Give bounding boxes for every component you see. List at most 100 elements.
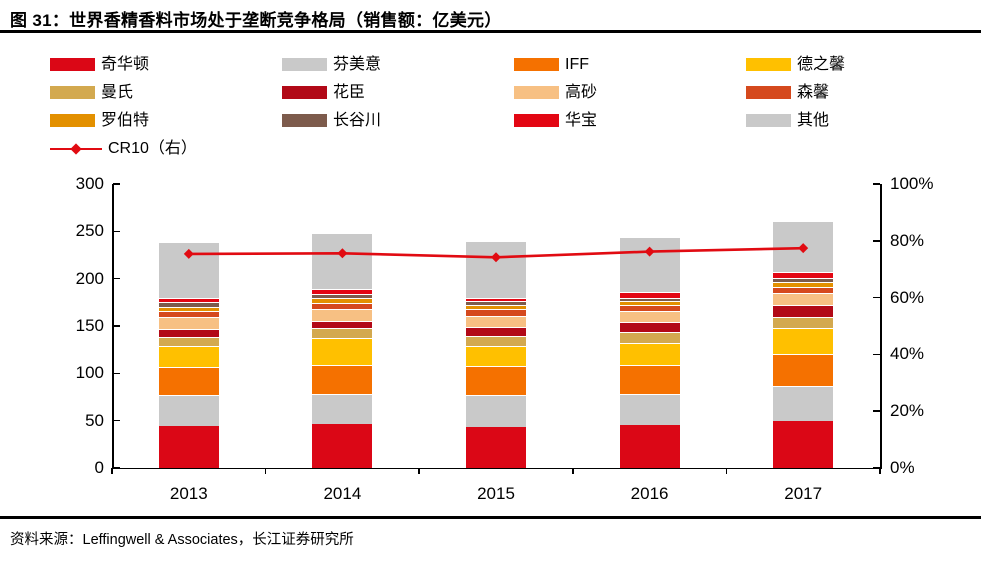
bar-segment-2 bbox=[312, 364, 373, 394]
legend-label: IFF bbox=[565, 56, 589, 73]
bar-segment-11 bbox=[466, 240, 526, 299]
legend-label: 曼氏 bbox=[101, 84, 134, 101]
y-tick-left bbox=[113, 277, 120, 280]
x-tick bbox=[572, 468, 574, 474]
bar-segment-3 bbox=[773, 328, 834, 355]
x-tick bbox=[879, 468, 881, 474]
x-tick bbox=[418, 468, 420, 474]
bar-segment-4 bbox=[158, 337, 219, 347]
bar-segment-2 bbox=[158, 366, 219, 395]
legend-swatch bbox=[746, 58, 791, 71]
bar-segment-0 bbox=[466, 426, 526, 468]
bar-segment-6 bbox=[773, 293, 834, 305]
bar-segment-3 bbox=[466, 346, 526, 367]
x-axis bbox=[112, 467, 882, 470]
legend-item-10: 华宝 bbox=[514, 111, 746, 130]
bar-segment-9 bbox=[466, 301, 526, 306]
y-tick-left bbox=[113, 230, 120, 233]
bar-segment-8 bbox=[619, 301, 680, 306]
bar-segment-7 bbox=[619, 305, 680, 311]
bar-segment-1 bbox=[619, 393, 680, 425]
y-tick-label-right: 40% bbox=[890, 344, 925, 364]
bar-segment-5 bbox=[312, 320, 373, 329]
legend-label: 长谷川 bbox=[333, 112, 382, 129]
y-tick-right bbox=[873, 240, 880, 242]
legend-swatch bbox=[514, 114, 559, 127]
legend-item-5: 花臣 bbox=[282, 83, 514, 102]
bar-segment-8 bbox=[466, 305, 526, 310]
bar-segment-3 bbox=[158, 346, 219, 367]
legend-swatch bbox=[50, 114, 95, 127]
bar-segment-7 bbox=[158, 311, 219, 318]
bar-segment-3 bbox=[312, 338, 373, 365]
legend-swatch bbox=[50, 58, 95, 71]
legend-swatch bbox=[50, 86, 95, 99]
y-tick-label-right: 20% bbox=[890, 401, 925, 421]
y-axis-right bbox=[880, 184, 882, 468]
legend-item-3: 德之馨 bbox=[746, 55, 978, 74]
legend-label: 高砂 bbox=[565, 84, 598, 101]
y-tick-left bbox=[113, 372, 120, 375]
y-tick-right bbox=[873, 410, 880, 412]
legend-item-0: 奇华顿 bbox=[50, 55, 282, 74]
y-tick-right bbox=[873, 296, 880, 299]
legend-item-cr10: CR10（右） bbox=[50, 139, 978, 158]
bar-2015 bbox=[466, 240, 526, 468]
title-underline bbox=[0, 30, 981, 33]
x-tick-label: 2014 bbox=[323, 484, 362, 503]
legend-item-4: 曼氏 bbox=[50, 83, 282, 102]
bar-segment-4 bbox=[773, 316, 834, 329]
bar-segment-5 bbox=[619, 321, 680, 332]
y-tick-label-left: 200 bbox=[75, 268, 104, 288]
bar-segment-3 bbox=[619, 342, 680, 366]
bar-segment-7 bbox=[773, 286, 834, 294]
y-tick-left bbox=[113, 467, 120, 469]
cr10-line-symbol bbox=[50, 142, 102, 155]
bar-segment-10 bbox=[773, 272, 834, 278]
y-tick-label-left: 0 bbox=[94, 458, 104, 477]
y-tick-label-right: 100% bbox=[890, 174, 934, 193]
y-tick-left bbox=[113, 183, 120, 185]
bar-2013 bbox=[158, 242, 219, 468]
y-axis-left bbox=[112, 184, 114, 468]
y-tick-left bbox=[113, 325, 120, 327]
legend-label: 德之馨 bbox=[797, 56, 846, 73]
y-tick-label-left: 50 bbox=[85, 410, 104, 430]
figure-bottom-rule bbox=[0, 516, 981, 519]
y-tick-right bbox=[873, 183, 880, 185]
bar-segment-6 bbox=[158, 317, 219, 330]
legend-item-2: IFF bbox=[514, 55, 746, 74]
bar-segment-1 bbox=[158, 394, 219, 426]
y-tick-label-right: 0% bbox=[890, 458, 915, 477]
x-tick-label: 2016 bbox=[630, 484, 669, 503]
bar-segment-5 bbox=[773, 304, 834, 317]
bar-2014 bbox=[312, 232, 373, 468]
legend-item-7: 森馨 bbox=[746, 83, 978, 102]
bar-segment-11 bbox=[773, 221, 834, 273]
bar-segment-6 bbox=[312, 309, 373, 321]
legend-item-1: 芬美意 bbox=[282, 55, 514, 74]
bar-segment-11 bbox=[619, 237, 680, 293]
legend-swatch bbox=[514, 58, 559, 71]
x-tick bbox=[725, 468, 728, 474]
x-tick-label: 2015 bbox=[477, 484, 515, 503]
legend-label: 奇华顿 bbox=[101, 56, 150, 73]
legend-swatch bbox=[282, 114, 327, 127]
legend-swatch bbox=[514, 86, 559, 99]
x-tick-label: 2013 bbox=[169, 484, 208, 503]
bar-segment-6 bbox=[466, 315, 526, 328]
y-tick-label-left: 150 bbox=[75, 316, 104, 335]
x-tick bbox=[264, 468, 267, 474]
bar-segment-2 bbox=[773, 354, 834, 387]
bar-segment-9 bbox=[773, 277, 834, 282]
x-tick bbox=[111, 468, 113, 474]
bar-segment-9 bbox=[619, 297, 680, 302]
bar-segment-10 bbox=[619, 292, 680, 298]
bar-segment-6 bbox=[619, 310, 680, 322]
bar-segment-0 bbox=[312, 424, 373, 468]
bar-segment-8 bbox=[312, 298, 373, 303]
bar-segment-10 bbox=[466, 298, 526, 302]
bar-segment-2 bbox=[466, 366, 526, 395]
bar-segment-1 bbox=[312, 393, 373, 424]
